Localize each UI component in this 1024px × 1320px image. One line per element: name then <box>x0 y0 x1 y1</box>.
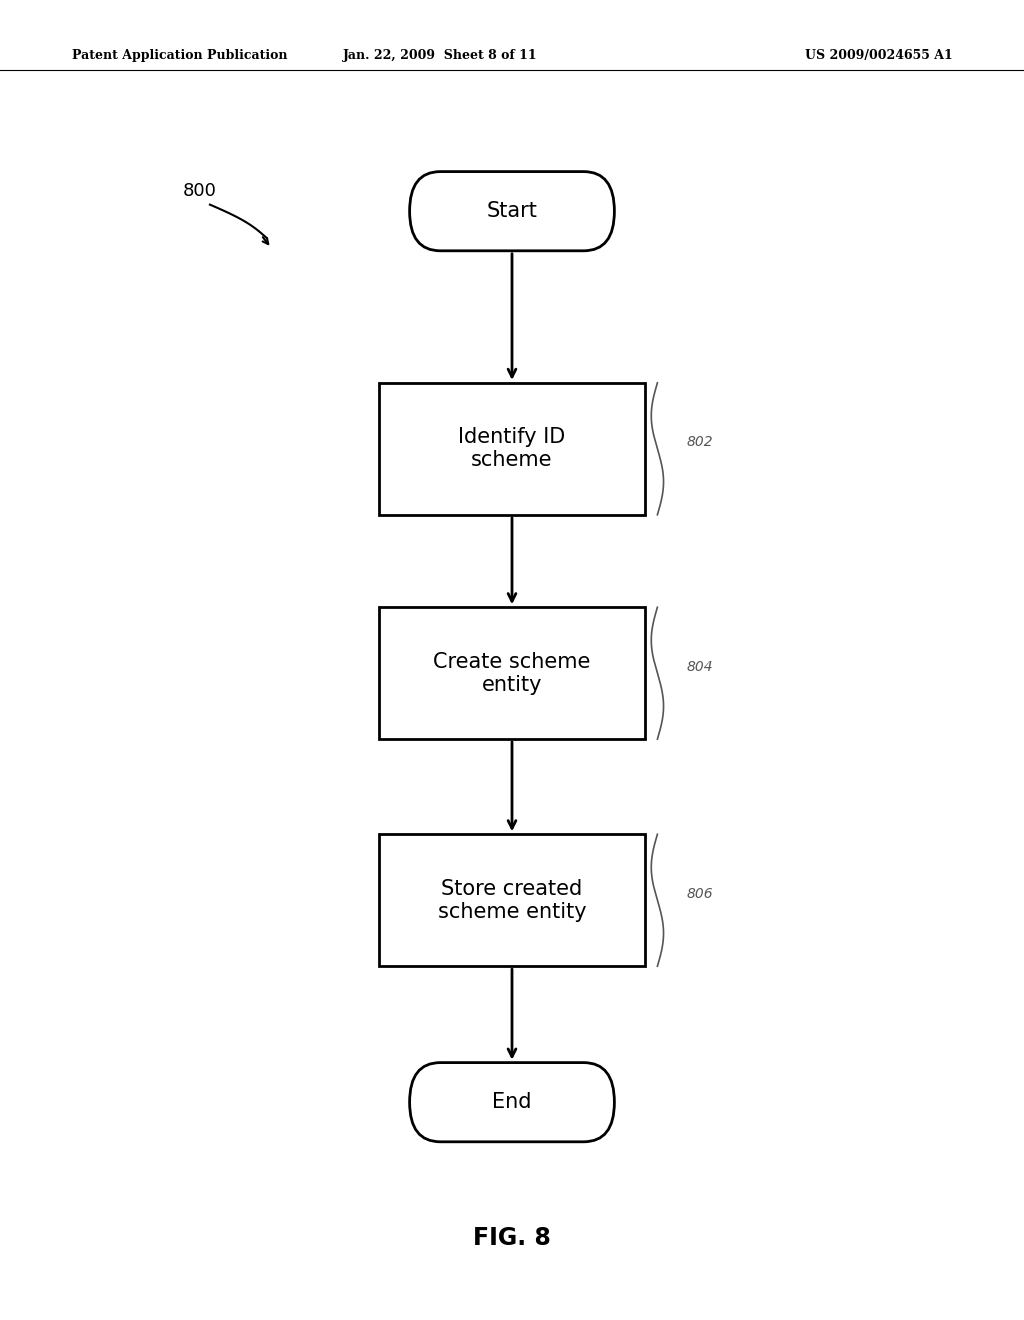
Text: 800: 800 <box>182 182 217 201</box>
Text: 806: 806 <box>686 887 713 900</box>
Text: FIG. 8: FIG. 8 <box>473 1226 551 1250</box>
Text: Start: Start <box>486 201 538 222</box>
Text: Create scheme
entity: Create scheme entity <box>433 652 591 694</box>
FancyBboxPatch shape <box>379 607 645 739</box>
Text: Identify ID
scheme: Identify ID scheme <box>459 428 565 470</box>
Text: Store created
scheme entity: Store created scheme entity <box>437 879 587 921</box>
Text: End: End <box>493 1092 531 1113</box>
FancyBboxPatch shape <box>379 383 645 515</box>
Text: 802: 802 <box>686 436 713 449</box>
FancyBboxPatch shape <box>410 1063 614 1142</box>
Text: Jan. 22, 2009  Sheet 8 of 11: Jan. 22, 2009 Sheet 8 of 11 <box>343 49 538 62</box>
FancyBboxPatch shape <box>410 172 614 251</box>
Text: Patent Application Publication: Patent Application Publication <box>72 49 287 62</box>
Text: 804: 804 <box>686 660 713 673</box>
Text: US 2009/0024655 A1: US 2009/0024655 A1 <box>805 49 952 62</box>
FancyBboxPatch shape <box>379 834 645 966</box>
